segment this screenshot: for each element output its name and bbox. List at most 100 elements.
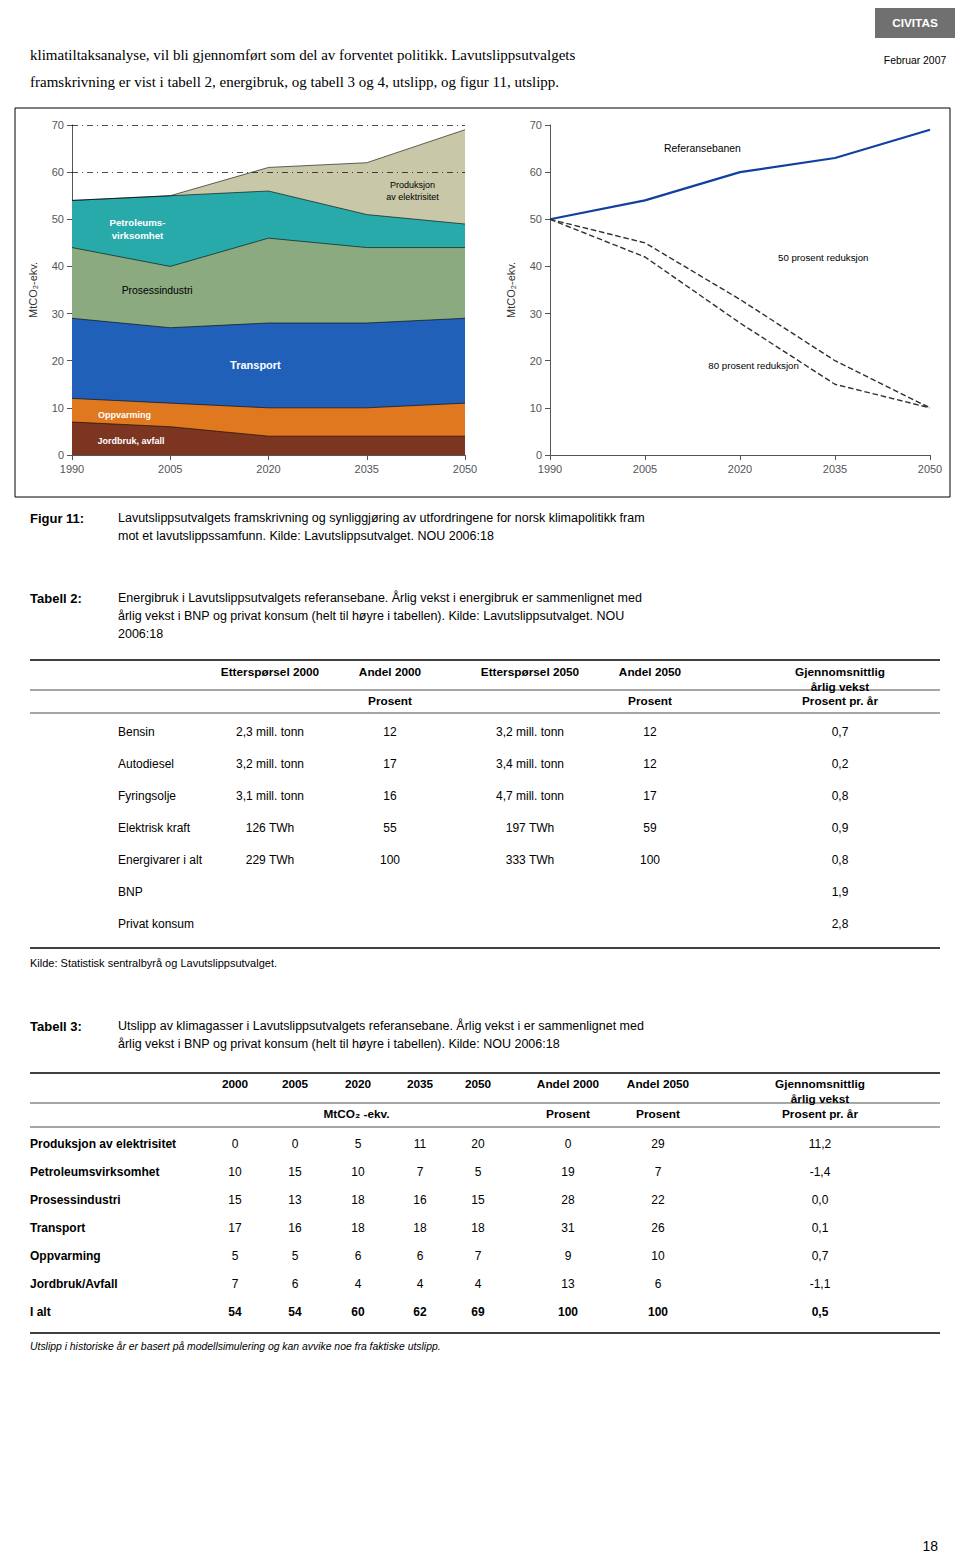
svg-text:0: 0 <box>58 449 64 461</box>
svg-text:7: 7 <box>417 1165 424 1179</box>
svg-text:0,7: 0,7 <box>832 725 849 739</box>
svg-text:Prosent: Prosent <box>546 1107 590 1121</box>
svg-text:2035: 2035 <box>823 463 847 475</box>
svg-text:18: 18 <box>351 1221 365 1235</box>
svg-text:60: 60 <box>351 1305 365 1319</box>
svg-text:klimatiltaksanalyse, vil bli g: klimatiltaksanalyse, vil bli gjennomført… <box>30 47 575 63</box>
svg-text:0,5: 0,5 <box>812 1305 829 1319</box>
svg-text:17: 17 <box>228 1221 242 1235</box>
svg-text:Oppvarming: Oppvarming <box>98 410 151 420</box>
svg-text:-1,1: -1,1 <box>810 1277 831 1291</box>
svg-text:50 prosent reduksjon: 50 prosent reduksjon <box>778 252 868 263</box>
svg-text:MtCO₂ -ekv.: MtCO₂ -ekv. <box>324 1107 390 1121</box>
svg-text:Elektrisk kraft: Elektrisk kraft <box>118 821 191 835</box>
svg-text:12: 12 <box>643 757 657 771</box>
svg-text:100: 100 <box>380 853 400 867</box>
svg-text:17: 17 <box>383 757 397 771</box>
svg-text:1990: 1990 <box>60 463 84 475</box>
svg-text:-1,4: -1,4 <box>810 1165 831 1179</box>
svg-text:Bensin: Bensin <box>118 725 155 739</box>
svg-text:197 TWh: 197 TWh <box>506 821 554 835</box>
svg-text:BNP: BNP <box>118 885 143 899</box>
svg-text:Oppvarming: Oppvarming <box>30 1249 101 1263</box>
svg-text:5: 5 <box>232 1249 239 1263</box>
svg-text:126 TWh: 126 TWh <box>246 821 294 835</box>
svg-text:0,8: 0,8 <box>832 789 849 803</box>
svg-text:Prosent: Prosent <box>628 694 672 708</box>
svg-text:Kilde: Statistisk sentralbyrå: Kilde: Statistisk sentralbyrå og Lavutsl… <box>30 957 277 969</box>
svg-text:årlig vekst: årlig vekst <box>791 1092 849 1106</box>
svg-text:Fyringsolje: Fyringsolje <box>118 789 176 803</box>
svg-text:0: 0 <box>292 1137 299 1151</box>
svg-text:Energivarer i alt: Energivarer i alt <box>118 853 203 867</box>
svg-text:100: 100 <box>648 1305 668 1319</box>
svg-text:2005: 2005 <box>282 1077 309 1091</box>
svg-text:10: 10 <box>530 402 542 414</box>
svg-text:2020: 2020 <box>345 1077 372 1091</box>
svg-text:Prosent pr. år: Prosent pr. år <box>782 1107 858 1121</box>
svg-text:2005: 2005 <box>633 463 657 475</box>
svg-text:Andel 2000: Andel 2000 <box>359 665 422 679</box>
svg-text:6: 6 <box>355 1249 362 1263</box>
svg-text:Prosent: Prosent <box>368 694 412 708</box>
svg-text:CIVITAS: CIVITAS <box>892 16 938 30</box>
svg-text:18: 18 <box>471 1221 485 1235</box>
svg-text:4: 4 <box>475 1277 482 1291</box>
svg-text:26: 26 <box>651 1221 665 1235</box>
svg-text:11: 11 <box>414 1137 427 1151</box>
svg-text:årlig vekst i BNP og privat ko: årlig vekst i BNP og privat konsum (helt… <box>118 1037 560 1051</box>
svg-text:15: 15 <box>471 1193 485 1207</box>
svg-text:20: 20 <box>530 355 542 367</box>
svg-text:62: 62 <box>413 1305 427 1319</box>
svg-text:2,3 mill. tonn: 2,3 mill. tonn <box>236 725 304 739</box>
svg-text:2000: 2000 <box>222 1077 249 1091</box>
svg-text:årlig vekst i BNP og privat ko: årlig vekst i BNP og privat konsum (helt… <box>118 609 624 623</box>
svg-text:0: 0 <box>232 1137 239 1151</box>
svg-text:Etterspørsel 2000: Etterspørsel 2000 <box>221 665 320 679</box>
svg-text:Jordbruk, avfall: Jordbruk, avfall <box>97 436 164 446</box>
svg-text:2050: 2050 <box>465 1077 492 1091</box>
svg-text:MtCO₂-ekv.: MtCO₂-ekv. <box>505 262 517 318</box>
svg-text:16: 16 <box>383 789 397 803</box>
svg-text:7: 7 <box>655 1165 662 1179</box>
svg-text:54: 54 <box>288 1305 302 1319</box>
svg-text:Prosent: Prosent <box>636 1107 680 1121</box>
svg-text:1990: 1990 <box>538 463 562 475</box>
svg-text:2006:18: 2006:18 <box>118 627 163 641</box>
svg-text:6: 6 <box>292 1277 299 1291</box>
svg-text:Petroleumsvirksomhet: Petroleumsvirksomhet <box>30 1165 159 1179</box>
svg-text:av elektrisitet: av elektrisitet <box>386 192 439 202</box>
svg-text:3,2 mill. tonn: 3,2 mill. tonn <box>496 725 564 739</box>
svg-text:0,7: 0,7 <box>812 1249 829 1263</box>
svg-text:3,4 mill. tonn: 3,4 mill. tonn <box>496 757 564 771</box>
svg-text:13: 13 <box>561 1277 575 1291</box>
svg-text:Petroleums-: Petroleums- <box>110 217 166 228</box>
svg-text:Produksjon av elektrisitet: Produksjon av elektrisitet <box>30 1137 176 1151</box>
svg-text:7: 7 <box>475 1249 482 1263</box>
svg-text:18: 18 <box>351 1193 365 1207</box>
svg-text:Energibruk i Lavutslippsutvalg: Energibruk i Lavutslippsutvalgets refera… <box>118 590 642 605</box>
svg-text:Tabell 2:: Tabell 2: <box>30 591 82 606</box>
svg-text:6: 6 <box>655 1277 662 1291</box>
svg-text:Privat konsum: Privat konsum <box>118 917 194 931</box>
svg-text:13: 13 <box>288 1193 302 1207</box>
svg-text:50: 50 <box>530 213 542 225</box>
svg-text:0,8: 0,8 <box>832 853 849 867</box>
svg-text:Jordbruk/Avfall: Jordbruk/Avfall <box>30 1277 118 1291</box>
svg-text:Prosessindustri: Prosessindustri <box>122 285 193 296</box>
svg-text:18: 18 <box>413 1221 427 1235</box>
svg-text:7: 7 <box>232 1277 239 1291</box>
svg-text:4: 4 <box>355 1277 362 1291</box>
svg-text:2050: 2050 <box>453 463 477 475</box>
svg-text:18: 18 <box>922 1538 938 1554</box>
svg-text:Utslipp av klimagasser i Lavut: Utslipp av klimagasser i Lavutslippsutva… <box>118 1018 644 1033</box>
svg-text:4,7 mill. tonn: 4,7 mill. tonn <box>496 789 564 803</box>
svg-text:10: 10 <box>228 1165 242 1179</box>
svg-text:Gjennomsnittlig: Gjennomsnittlig <box>795 665 885 679</box>
svg-text:5: 5 <box>292 1249 299 1263</box>
svg-text:Autodiesel: Autodiesel <box>118 757 174 771</box>
svg-text:Etterspørsel 2050: Etterspørsel 2050 <box>481 665 580 679</box>
svg-text:10: 10 <box>351 1165 365 1179</box>
svg-text:1,9: 1,9 <box>832 885 849 899</box>
svg-text:0,9: 0,9 <box>832 821 849 835</box>
